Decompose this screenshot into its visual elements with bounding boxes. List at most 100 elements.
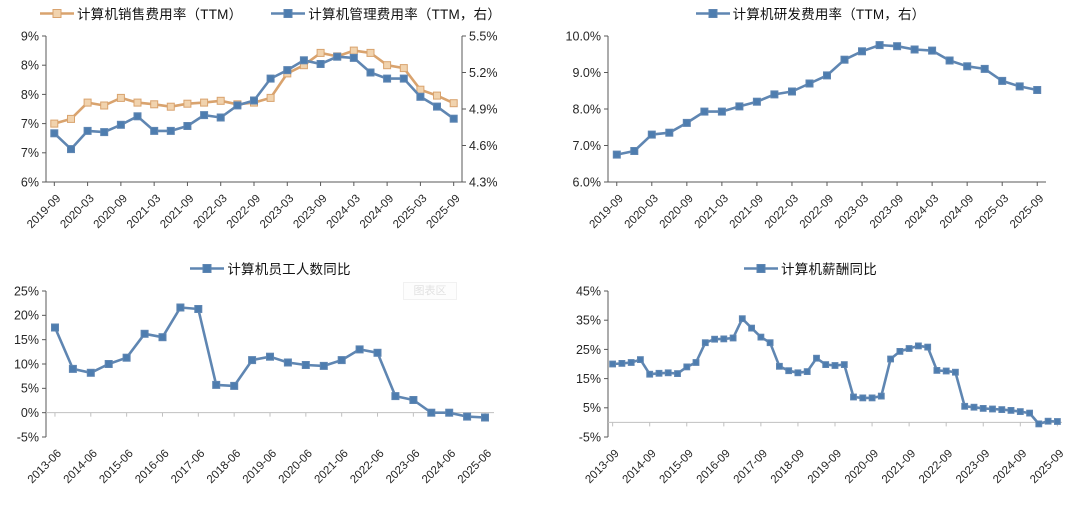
data-point-marker xyxy=(183,99,192,108)
data-point-marker xyxy=(266,352,274,361)
y-tick-label: 5.2% xyxy=(469,66,498,80)
x-tick-label: 2020-09 xyxy=(658,193,696,231)
x-tick-label: 2014-09 xyxy=(620,448,658,486)
data-point-marker xyxy=(905,345,913,352)
data-point-marker xyxy=(717,107,726,116)
x-tick-label: 2023-03 xyxy=(258,193,296,231)
x-tick-label: 2020-09 xyxy=(92,193,130,231)
x-tick-label: 2013-06 xyxy=(26,448,64,486)
data-point-marker xyxy=(961,402,969,410)
legend: 计算机研发费用率（TTM，右） xyxy=(540,0,1080,26)
x-tick-label: 2024-06 xyxy=(420,448,458,486)
data-point-marker xyxy=(998,406,1006,413)
x-tick-label: 2022-09 xyxy=(225,193,263,231)
data-point-marker xyxy=(266,93,275,102)
data-point-marker xyxy=(50,119,59,128)
data-point-marker xyxy=(316,48,325,57)
y-tick-label: 4.3% xyxy=(469,175,498,189)
data-point-marker xyxy=(1015,82,1024,91)
legend-item-sales-expense: 计算机销售费用率（TTM） xyxy=(39,3,242,23)
x-tick-label: 2020-09 xyxy=(843,448,881,486)
data-point-marker xyxy=(979,405,987,412)
y-tick-label: 8% xyxy=(21,88,39,102)
data-point-marker xyxy=(445,408,454,417)
data-point-marker xyxy=(859,394,867,402)
x-tick-label: 2021-03 xyxy=(125,193,163,231)
data-point-marker xyxy=(1026,409,1034,417)
data-point-marker xyxy=(776,362,783,370)
x-tick-label: 2025-03 xyxy=(391,193,429,231)
x-tick-label: 2017-09 xyxy=(732,448,770,486)
data-point-marker xyxy=(266,74,275,83)
data-point-marker xyxy=(1007,407,1015,414)
data-point-marker xyxy=(122,353,131,362)
data-point-marker xyxy=(858,47,866,56)
series-line xyxy=(52,49,456,125)
chart-panel-sales-mgmt-expense: 计算机销售费用率（TTM） 计算机管理费用率（TTM，右） 9% 8% 8% 7% 7%… xyxy=(0,0,540,255)
data-point-marker xyxy=(409,396,418,404)
data-point-marker xyxy=(355,345,364,354)
y-tick-label: 0% xyxy=(21,406,39,420)
legend-item-salary-yoy: 计算机薪酬同比 xyxy=(743,258,877,278)
x-tick-label: 2021-09 xyxy=(880,448,918,486)
data-point-marker xyxy=(176,303,185,312)
data-point-marker xyxy=(449,114,458,123)
data-point-marker xyxy=(720,335,728,343)
data-point-marker xyxy=(998,76,1007,85)
data-point-marker xyxy=(788,87,796,96)
data-point-marker xyxy=(887,355,895,363)
data-point-marker xyxy=(893,42,902,51)
data-point-marker xyxy=(805,79,814,88)
data-point-marker xyxy=(674,370,681,377)
data-point-marker xyxy=(416,85,425,94)
data-point-marker xyxy=(785,367,793,375)
data-point-marker xyxy=(646,370,654,378)
data-point-marker xyxy=(840,361,848,368)
data-point-marker xyxy=(373,348,382,357)
y-tick-label: 5% xyxy=(583,401,601,415)
data-point-marker xyxy=(51,323,59,332)
x-tick-label: 2019-09 xyxy=(806,448,844,486)
data-point-marker xyxy=(150,100,159,109)
data-point-marker xyxy=(942,367,950,375)
plot-rnd-expense: 10.0% 9.0% 8.0% 7.0% 6.0% 2019-092020-032020-… xyxy=(566,29,1047,231)
data-point-marker xyxy=(1035,420,1043,428)
data-point-marker xyxy=(67,145,75,154)
data-point-marker xyxy=(896,348,904,355)
y-tick-label: 5% xyxy=(21,382,39,396)
data-point-marker xyxy=(840,55,849,64)
data-point-marker xyxy=(1033,86,1042,94)
x-tick-label: 2022-09 xyxy=(798,193,836,231)
data-point-marker xyxy=(877,392,885,400)
data-point-marker xyxy=(391,392,400,401)
data-point-marker xyxy=(933,367,941,374)
x-tick-label: 2021-09 xyxy=(728,193,766,231)
legend: 计算机销售费用率（TTM） 计算机管理费用率（TTM，右） xyxy=(0,0,540,26)
data-point-marker xyxy=(989,405,996,413)
data-point-marker xyxy=(301,361,310,369)
x-tick-label: 2024-03 xyxy=(903,193,941,231)
x-tick-label: 2018-09 xyxy=(769,448,807,486)
y-tick-label: 15% xyxy=(576,372,601,386)
y-tick-label: -5% xyxy=(17,430,39,444)
data-point-marker xyxy=(399,74,408,83)
data-point-marker xyxy=(349,53,358,62)
y-tick-label: 7% xyxy=(21,117,39,131)
data-point-marker xyxy=(83,98,92,107)
data-point-marker xyxy=(383,74,392,83)
data-point-marker xyxy=(924,343,932,351)
data-point-marker xyxy=(230,381,239,390)
data-point-marker xyxy=(618,360,626,367)
data-point-marker xyxy=(868,394,876,402)
x-tick-label: 2025-06 xyxy=(456,448,494,486)
data-point-marker xyxy=(67,114,75,123)
x-tick-label: 2020-03 xyxy=(623,193,661,231)
y-tick-label: 7.0% xyxy=(573,139,602,153)
data-point-marker xyxy=(463,412,472,421)
data-point-marker xyxy=(682,118,691,127)
x-tick-label: 2019-09 xyxy=(25,193,63,231)
data-point-marker xyxy=(166,102,175,111)
y-tick-label: 25% xyxy=(576,343,601,357)
x-tick-label: 2023-06 xyxy=(384,448,422,486)
data-point-marker xyxy=(104,360,113,368)
